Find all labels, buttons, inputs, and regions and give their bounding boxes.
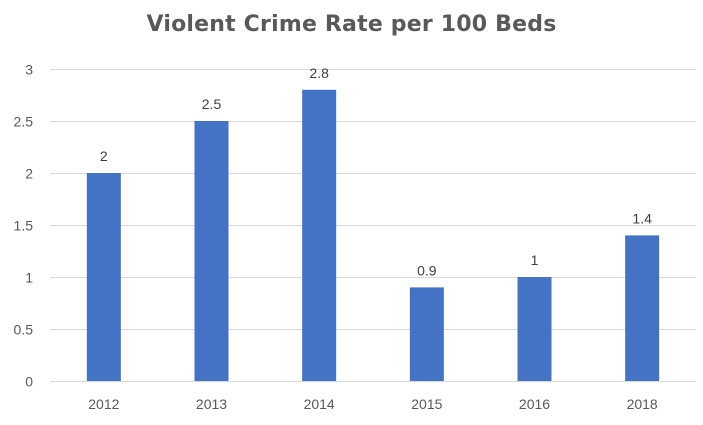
- bar-2013: [194, 121, 229, 381]
- x-tick-label: 2015: [411, 396, 442, 412]
- y-axis-ticks: 0 0.5 1 1.5 2 2.5 3: [14, 62, 34, 390]
- data-label: 1: [531, 252, 539, 268]
- y-tick-label: 0.5: [14, 322, 34, 338]
- bar-2018: [625, 235, 660, 381]
- data-label: 2: [100, 148, 108, 164]
- y-tick-label: 1: [25, 270, 33, 286]
- y-tick-label: 3: [25, 62, 33, 78]
- data-label: 0.9: [417, 262, 437, 278]
- bars: [86, 89, 660, 382]
- data-label: 1.4: [632, 210, 652, 226]
- bar-2012: [86, 173, 121, 381]
- bar-2015: [409, 287, 444, 381]
- x-tick-label: 2018: [627, 396, 658, 412]
- data-labels: 2 2.5 2.8 0.9 1 1.4: [100, 65, 652, 279]
- bar-2016: [517, 277, 552, 381]
- x-tick-label: 2016: [519, 396, 550, 412]
- x-tick-label: 2012: [88, 396, 119, 412]
- x-tick-label: 2013: [196, 396, 227, 412]
- gridlines: [50, 69, 696, 382]
- y-tick-label: 1.5: [14, 218, 34, 234]
- y-tick-label: 2: [25, 166, 33, 182]
- y-tick-label: 0: [25, 374, 33, 390]
- bar-2014: [302, 89, 337, 382]
- data-label: 2.5: [202, 96, 222, 112]
- data-label: 2.8: [309, 65, 329, 81]
- chart-title: Violent Crime Rate per 100 Beds: [146, 12, 557, 37]
- x-axis-ticks: 2012 2013 2014 2015 2016 2018: [88, 396, 658, 412]
- y-tick-label: 2.5: [14, 114, 34, 130]
- x-tick-label: 2014: [304, 396, 335, 412]
